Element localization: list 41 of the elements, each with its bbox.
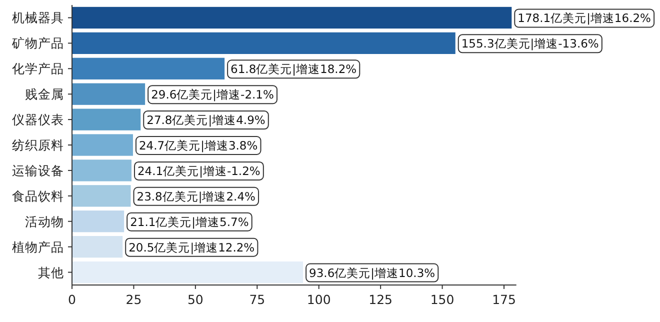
x-tick-label: 0 (68, 292, 76, 307)
bar (72, 236, 123, 258)
y-tick-label: 化学产品 (12, 61, 64, 76)
bar (72, 83, 146, 105)
x-tick-label: 150 (430, 292, 454, 307)
data-label: 178.1亿美元|增速16.2% (518, 11, 652, 26)
data-label: 93.6亿美元|增速10.3% (309, 266, 436, 280)
y-tick-label: 纺织原料 (12, 138, 64, 152)
y-tick-label: 运输设备 (12, 162, 64, 178)
x-tick-label: 50 (187, 292, 204, 307)
bar (72, 134, 133, 156)
bar (72, 108, 141, 130)
bar (72, 32, 456, 54)
x-tick-label: 25 (126, 292, 142, 307)
bar (72, 261, 304, 284)
data-label: 23.8亿美元|增速2.4% (136, 189, 256, 204)
bar (72, 210, 124, 232)
y-tick-label: 矿物产品 (11, 36, 64, 51)
data-label: 24.1亿美元|增速-1.2% (137, 164, 260, 178)
y-tick-label: 活动物 (25, 214, 64, 229)
bar (72, 160, 132, 182)
data-label: 29.6亿美元|增速-2.1% (151, 88, 274, 102)
data-label: 61.8亿美元|增速18.2% (230, 62, 357, 76)
data-label: 155.3亿美元|增速-13.6% (461, 36, 599, 51)
bar (72, 6, 512, 29)
x-tick-label: 75 (249, 292, 266, 307)
data-label: 21.1亿美元|增速5.7% (130, 214, 249, 229)
y-tick-label: 食品饮料 (12, 188, 64, 204)
data-label: 27.8亿美元|增速4.9% (146, 113, 266, 128)
bar (72, 185, 131, 207)
x-tick-label: 175 (492, 292, 516, 307)
x-tick-label: 100 (306, 292, 331, 307)
data-label: 24.7亿美元|增速3.8% (138, 138, 258, 152)
y-tick-label: 其他 (38, 264, 64, 280)
y-tick-label: 植物产品 (12, 239, 64, 254)
bar (72, 58, 225, 80)
y-tick-label: 仪器仪表 (12, 112, 64, 128)
y-tick-label: 贱金属 (25, 86, 64, 102)
y-tick-label: 机械器具 (12, 10, 64, 26)
data-label: 20.5亿美元|增速12.2% (128, 240, 255, 254)
x-tick-label: 125 (368, 292, 392, 307)
